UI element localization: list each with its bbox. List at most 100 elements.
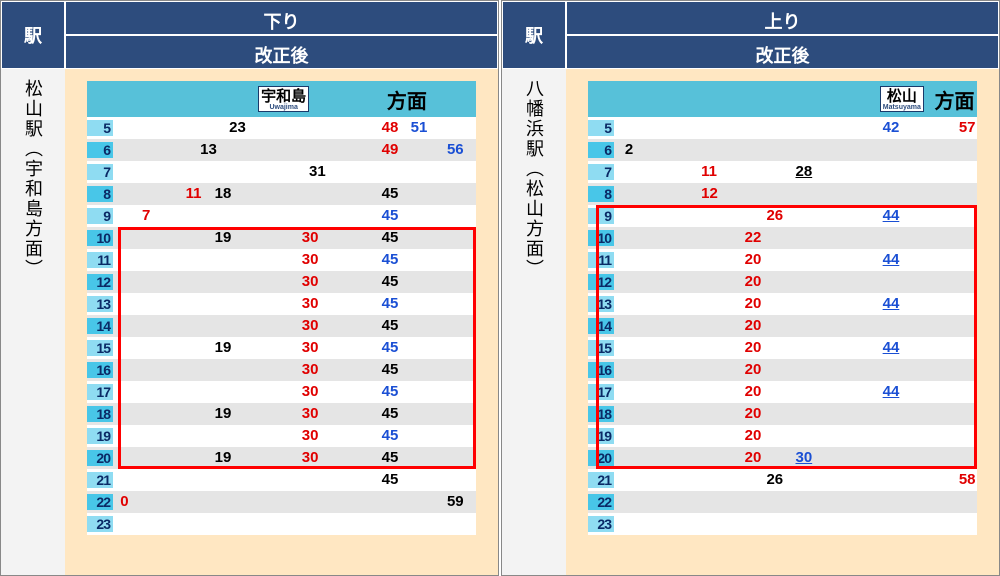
minute-value: 11 <box>701 163 717 180</box>
tt-row: 7 11 28 <box>588 161 977 183</box>
minute-value: 59 <box>447 493 464 510</box>
hour-cell: 22 <box>87 494 113 510</box>
minutes-cell: 193045 <box>113 337 476 359</box>
tt-row: 202030 <box>588 447 977 469</box>
minute-value: 13 <box>200 141 217 158</box>
hour-cell: 5 <box>87 120 113 136</box>
minute-value: 45 <box>382 251 399 268</box>
station-header-up: 駅 <box>502 1 566 69</box>
panel-body-up: 八幡浜駅（松山方面） 松山 Matsuyama 方面 5425762711288… <box>502 69 999 575</box>
minutes-cell: 22 <box>614 227 977 249</box>
dest-row-up: 松山 Matsuyama 方面 <box>588 81 977 117</box>
tt-row: 2145 <box>87 469 476 491</box>
minute-value: 26 <box>766 471 783 488</box>
tt-row: 22 <box>588 491 977 513</box>
minutes-cell: 3045 <box>113 249 476 271</box>
minutes-cell: 3045 <box>113 293 476 315</box>
panel-header-up: 駅 上り 改正後 <box>502 1 999 69</box>
minute-value: 20 <box>745 427 762 444</box>
minute-value: 19 <box>215 229 232 246</box>
hour-cell: 16 <box>87 362 113 378</box>
minute-value: 28 <box>796 163 813 180</box>
station-label-down: 松山駅（宇和島方面） <box>1 69 65 575</box>
minute-value: 30 <box>302 317 319 334</box>
minute-value: 0 <box>120 493 128 510</box>
station-header-down: 駅 <box>1 1 65 69</box>
tt-row: 54257 <box>588 117 977 139</box>
hour-cell: 7 <box>87 164 113 180</box>
minute-value: 58 <box>959 471 976 488</box>
minute-value: 45 <box>382 317 399 334</box>
hour-cell: 9 <box>588 208 614 224</box>
tt-row: 1022 <box>588 227 977 249</box>
hour-cell: 17 <box>588 384 614 400</box>
minute-value: 45 <box>382 383 399 400</box>
minute-value: 56 <box>447 141 464 158</box>
minute-value: 57 <box>959 119 976 136</box>
minutes-cell: 2044 <box>614 249 977 271</box>
minutes-cell: 3045 <box>113 359 476 381</box>
minute-value: 44 <box>883 207 900 224</box>
minutes-cell: 3045 <box>113 271 476 293</box>
minutes-cell: 20 <box>614 271 977 293</box>
dest-roman-up: Matsuyama <box>883 104 921 111</box>
minute-value: 19 <box>215 339 232 356</box>
hour-cell: 14 <box>87 318 113 334</box>
dest-dir-up: 方面 <box>935 85 975 114</box>
minute-value: 49 <box>382 141 399 158</box>
hour-cell: 15 <box>588 340 614 356</box>
minute-value: 44 <box>883 295 900 312</box>
tt-row: 20193045 <box>87 447 476 469</box>
hour-cell: 6 <box>588 142 614 158</box>
minute-value: 44 <box>883 339 900 356</box>
minutes-cell: 3045 <box>113 425 476 447</box>
hour-cell: 19 <box>87 428 113 444</box>
minutes-cell: 30 45 <box>113 315 476 337</box>
timetable-wrap-down: 宇和島 Uwajima 方面 5234851613495673181118459… <box>65 69 498 575</box>
minute-value: 19 <box>215 449 232 466</box>
tt-row: 1420 <box>588 315 977 337</box>
hour-cell: 12 <box>87 274 113 290</box>
tt-row: 10193045 <box>87 227 476 249</box>
minute-value: 30 <box>302 273 319 290</box>
panel-up: 駅 上り 改正後 八幡浜駅（松山方面） 松山 Matsuyama 方面 5425… <box>501 0 1000 576</box>
tt-row: 5234851 <box>87 117 476 139</box>
minute-value: 20 <box>745 405 762 422</box>
dest-box-down: 宇和島 Uwajima <box>258 86 309 112</box>
hour-cell: 13 <box>588 296 614 312</box>
tt-row: 23 <box>87 513 476 535</box>
minute-value: 30 <box>302 405 319 422</box>
minute-value: 45 <box>382 471 399 488</box>
tt-row: 812 <box>588 183 977 205</box>
hour-cell: 7 <box>588 164 614 180</box>
hour-cell: 18 <box>87 406 113 422</box>
hour-cell: 23 <box>87 516 113 532</box>
tt-row: 152044 <box>588 337 977 359</box>
tt-row: 1220 <box>588 271 977 293</box>
revision-header-up: 改正後 <box>566 35 999 69</box>
dest-dir-down: 方面 <box>387 85 427 114</box>
minutes-cell: 2644 <box>614 205 977 227</box>
tt-row: 193045 <box>87 425 476 447</box>
hour-cell: 20 <box>87 450 113 466</box>
minutes-cell: 11 28 <box>614 161 977 183</box>
tt-row: 731 <box>87 161 476 183</box>
tt-row: 113045 <box>87 249 476 271</box>
hour-cell: 17 <box>87 384 113 400</box>
tt-row: 1920 <box>588 425 977 447</box>
minute-value: 30 <box>302 427 319 444</box>
tt-row: 112044 <box>588 249 977 271</box>
minute-value: 2 <box>625 141 633 158</box>
tt-row: 1620 <box>588 359 977 381</box>
tt-row: 14 30 45 <box>87 315 476 337</box>
minute-value: 45 <box>382 339 399 356</box>
minutes-cell: 2 <box>614 139 977 161</box>
minutes-cell: 2044 <box>614 381 977 403</box>
minutes-cell: 0 59 <box>113 491 476 513</box>
hour-cell: 14 <box>588 318 614 334</box>
dest-name-down: 宇和島 <box>261 88 306 105</box>
hour-cell: 10 <box>588 230 614 246</box>
minutes-cell <box>113 513 476 535</box>
minute-value: 20 <box>745 449 762 466</box>
revision-header-down: 改正後 <box>65 35 498 69</box>
